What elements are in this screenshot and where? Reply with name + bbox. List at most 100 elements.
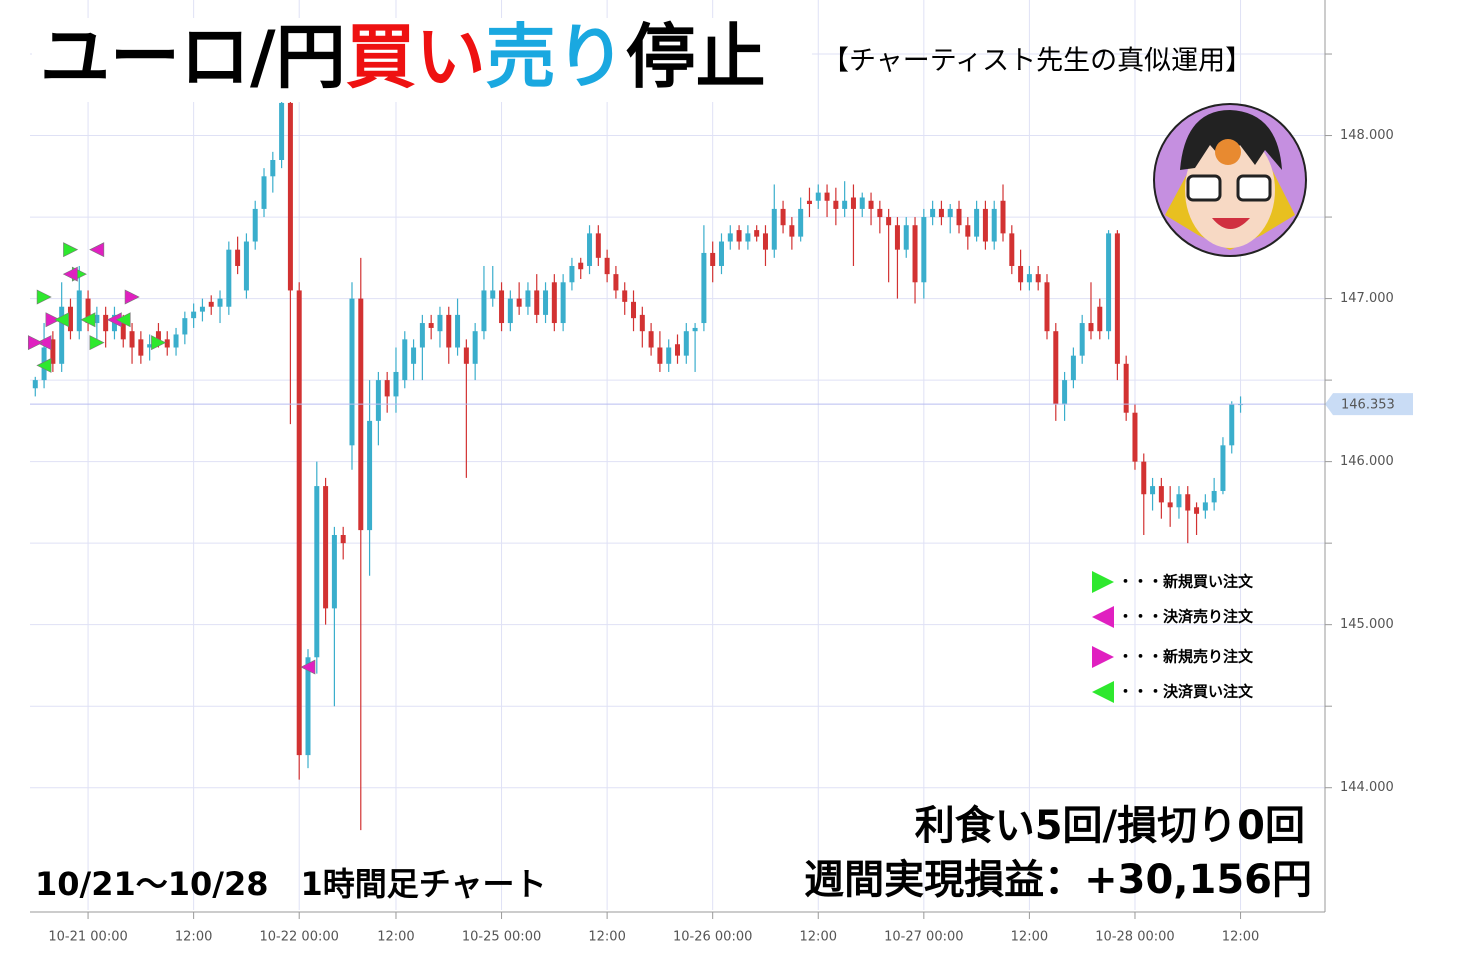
legend-marker	[1092, 681, 1114, 703]
candle-body	[833, 200, 839, 209]
order-marker	[80, 312, 96, 328]
candle-body	[402, 339, 408, 381]
candle-body	[50, 339, 56, 364]
candle-body	[1167, 502, 1173, 508]
candle-body	[516, 298, 522, 307]
candle-body	[349, 298, 355, 446]
candle-body	[261, 176, 267, 209]
candle-body	[850, 197, 856, 209]
candle-body	[67, 306, 73, 332]
candle-body	[745, 233, 751, 242]
candle-body	[877, 208, 883, 218]
candle-body	[323, 486, 329, 609]
title-part: 買い	[346, 16, 486, 98]
candle-body	[270, 160, 276, 177]
candle-body	[947, 208, 953, 218]
candle-body	[921, 217, 927, 283]
candle-body	[639, 314, 645, 332]
legend-label: ・・・新規買い注文	[1118, 573, 1254, 591]
candle-body	[331, 535, 337, 609]
order-marker	[36, 357, 52, 373]
candle-body	[217, 298, 223, 307]
price-tag-label: 146.353	[1341, 398, 1395, 413]
candle-body	[490, 290, 496, 299]
price-tag	[1325, 393, 1413, 416]
candle-body	[147, 344, 153, 348]
candle-body	[296, 290, 302, 756]
candle-body	[191, 311, 197, 319]
candle-body	[367, 420, 373, 531]
candle-body	[1202, 502, 1208, 511]
x-tick-label: 12:00	[175, 930, 212, 945]
candle-body	[1123, 363, 1129, 413]
candle-body	[129, 331, 135, 348]
candle-body	[868, 200, 874, 209]
candle-body	[991, 208, 997, 242]
candle-body	[569, 265, 575, 283]
order-marker	[27, 335, 43, 351]
candle-body	[798, 208, 804, 237]
candle-body	[1035, 274, 1041, 283]
title-part: 停止	[626, 16, 766, 98]
x-tick-label: 12:00	[1222, 930, 1259, 945]
candle-body	[1018, 265, 1024, 283]
candle-body	[534, 290, 540, 315]
legend-marker	[1092, 606, 1114, 628]
order-marker	[63, 242, 79, 258]
y-tick-label: 148.000	[1340, 128, 1394, 143]
candle-body	[463, 347, 469, 364]
candle-body	[894, 225, 900, 250]
candle-body	[806, 200, 812, 205]
candle-body	[718, 241, 724, 266]
y-tick-label: 147.000	[1340, 291, 1394, 306]
chart-title: ユーロ/円買い売り停止	[40, 16, 766, 98]
candle-body	[173, 334, 179, 348]
candle-body	[85, 298, 91, 324]
candle-body	[701, 252, 707, 324]
candle-body	[1044, 282, 1050, 332]
x-tick-label: 12:00	[800, 930, 837, 945]
candle-body	[1220, 445, 1226, 491]
candle-body	[305, 657, 311, 756]
legend-label: ・・・決済買い注文	[1118, 683, 1254, 701]
candle-body	[938, 208, 944, 218]
candle-body	[886, 217, 892, 226]
candle-body	[604, 257, 610, 275]
candle-body	[648, 331, 654, 348]
candle-body	[94, 314, 100, 324]
candle-body	[446, 314, 452, 348]
title-backdrop	[32, 18, 812, 102]
candle-body	[1070, 355, 1076, 381]
candle-body	[1053, 331, 1059, 405]
candle-body	[675, 344, 680, 356]
candle-body	[384, 380, 390, 397]
candle-body	[314, 486, 320, 658]
candle-body	[930, 208, 936, 218]
candle-body	[1026, 274, 1032, 283]
candle-body	[358, 298, 364, 531]
candle-body	[1211, 490, 1217, 503]
candle-body	[789, 225, 795, 237]
candle-body	[1229, 404, 1235, 446]
candle-body	[411, 347, 417, 364]
candle-body	[393, 371, 399, 397]
candle-body	[208, 301, 214, 307]
candle-body	[965, 225, 971, 237]
candle-body	[525, 290, 531, 307]
candle-body	[226, 249, 232, 307]
order-marker	[62, 266, 78, 282]
order-marker	[300, 659, 316, 675]
title-part: 売り	[486, 16, 626, 98]
x-tick-label: 12:00	[1011, 930, 1048, 945]
candle-body	[287, 102, 293, 291]
candle-body	[164, 339, 170, 348]
x-tick-label: 10-21 00:00	[48, 930, 127, 945]
candle-body	[560, 282, 566, 324]
candle-body	[1132, 412, 1138, 462]
candle-body	[613, 274, 619, 291]
candle-body	[543, 290, 549, 315]
candle-body	[780, 208, 786, 226]
candle-body	[120, 323, 126, 340]
candle-body	[622, 290, 628, 302]
